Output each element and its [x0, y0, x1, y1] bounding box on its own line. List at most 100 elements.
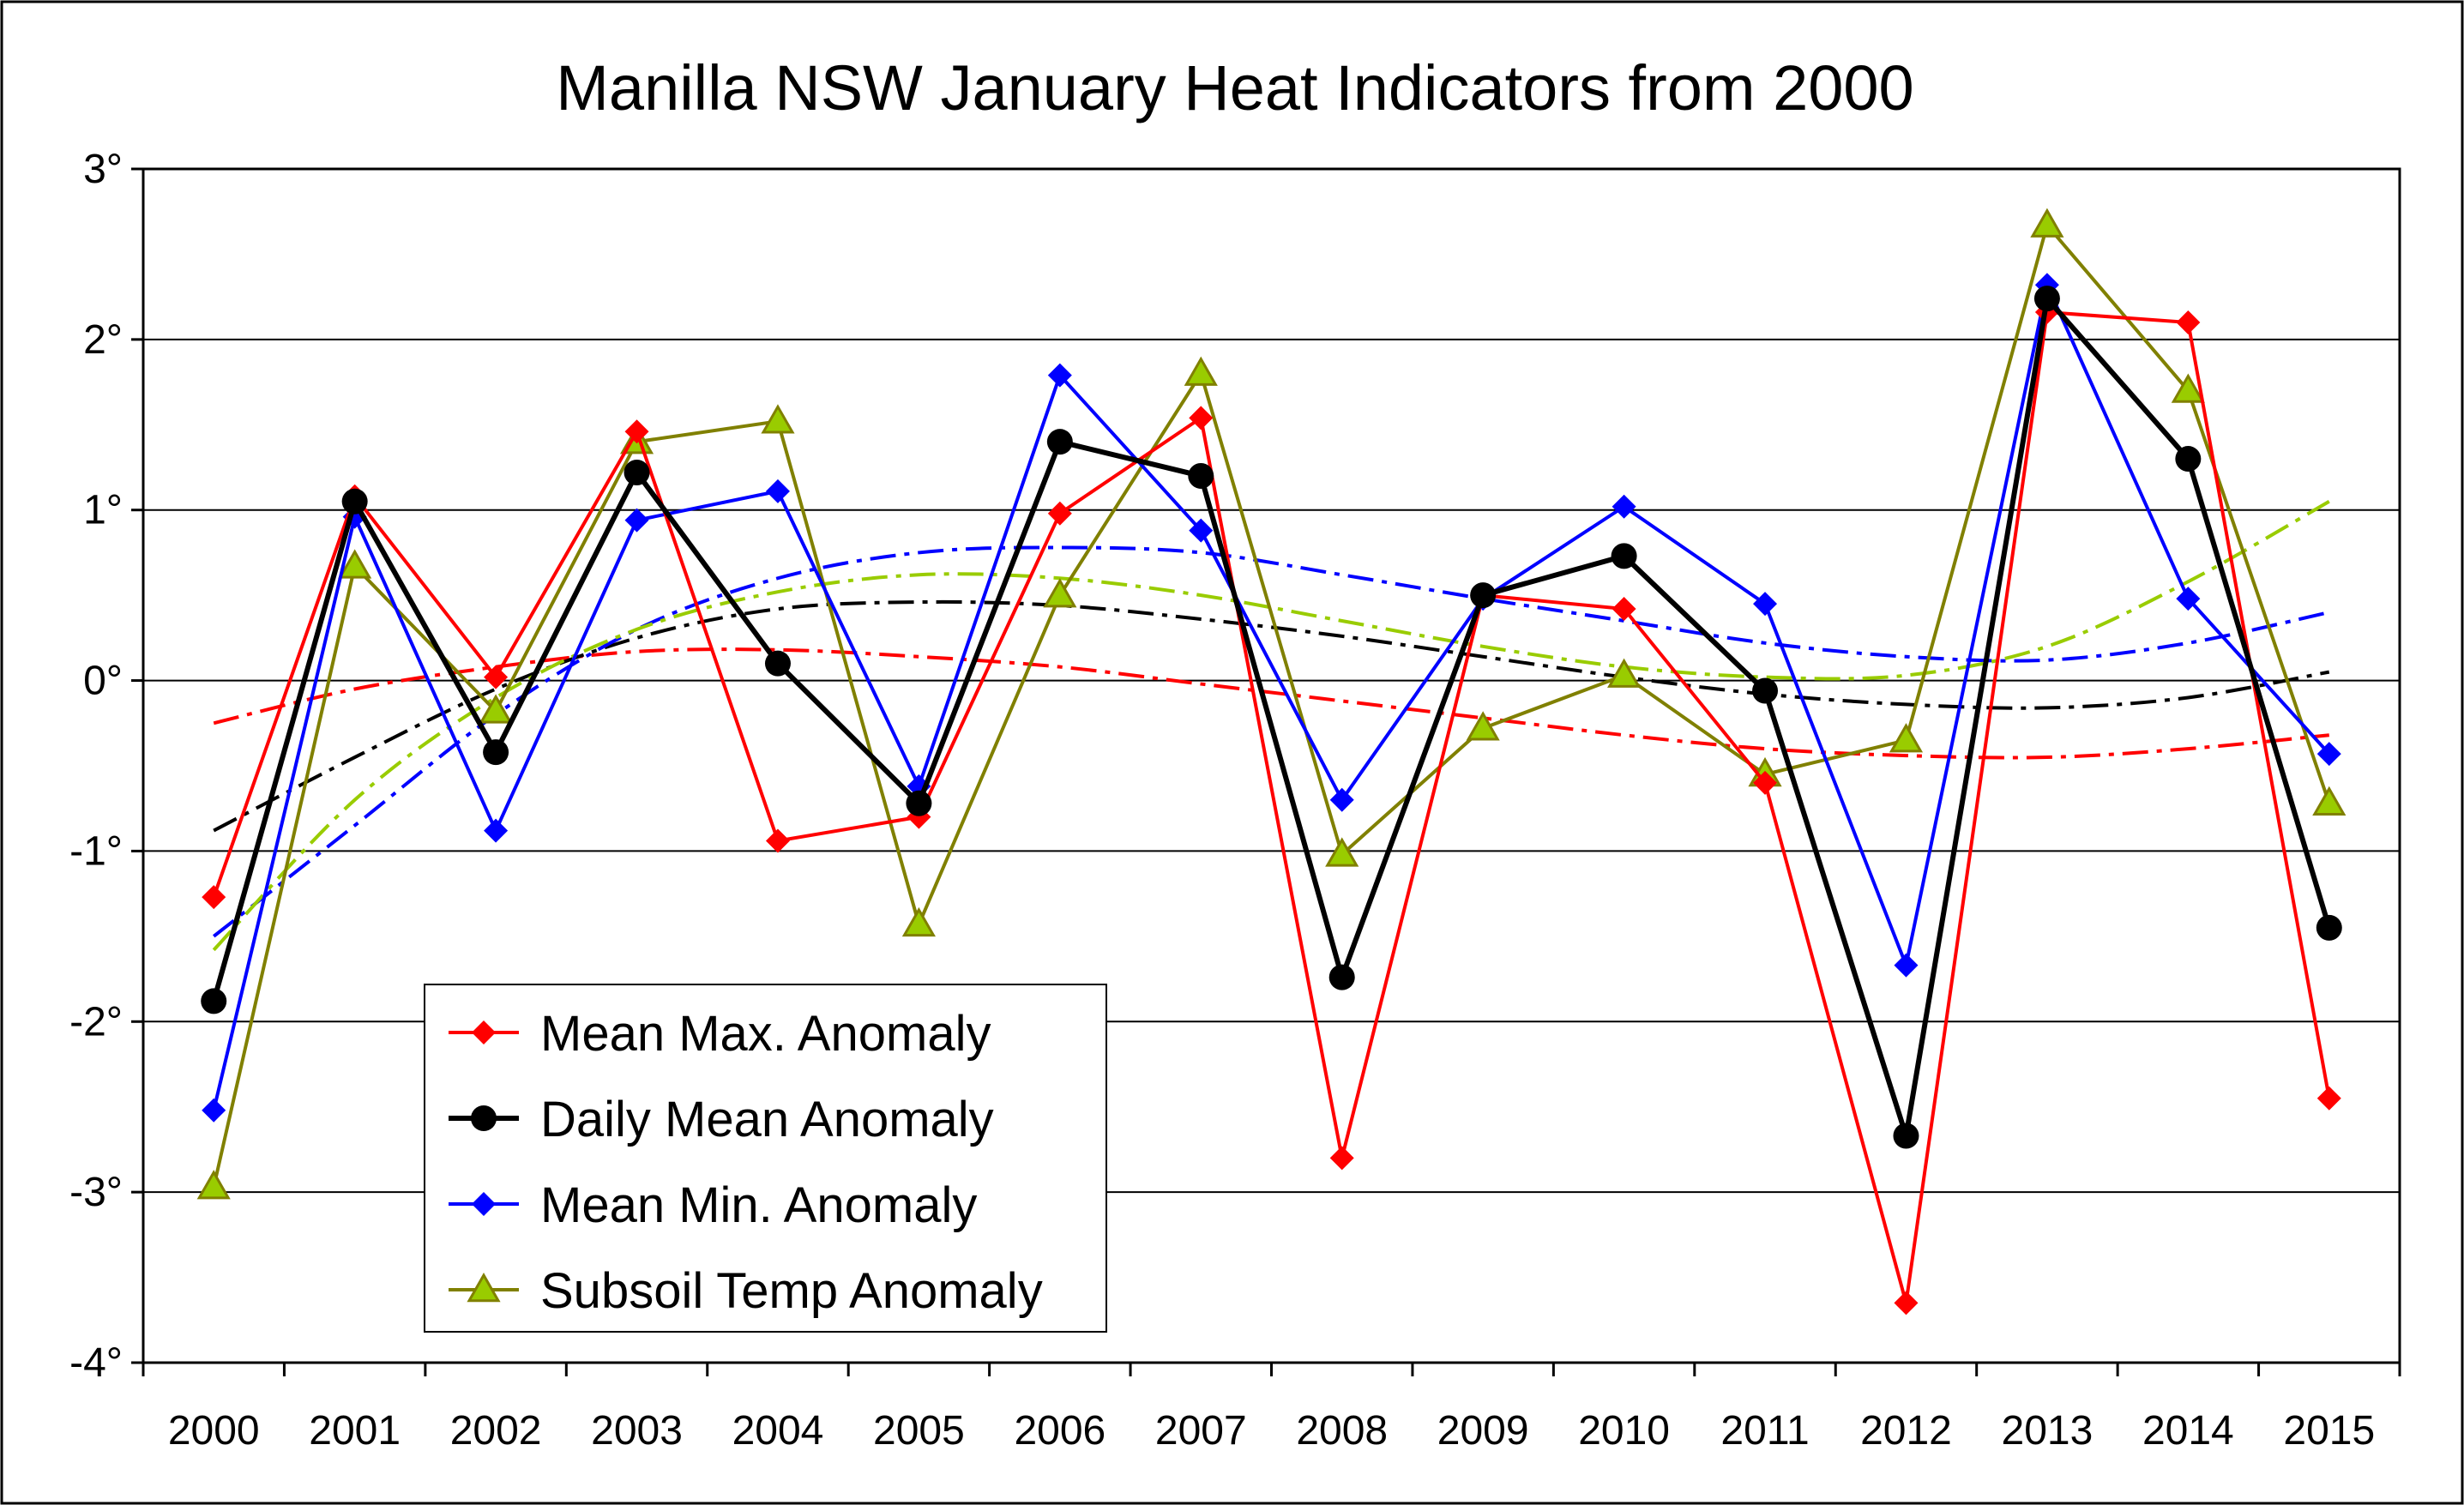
legend-entry-label: Mean Max. Anomaly: [540, 1006, 991, 1062]
data-point: [765, 828, 790, 853]
y-tick-label: -1°: [69, 828, 123, 874]
data-point: [2316, 742, 2341, 767]
legend-swatch-marker: [472, 1192, 496, 1216]
data-point: [1047, 363, 1072, 388]
data-point: [2316, 914, 2342, 941]
legend-entry-label: Subsoil Temp Anomaly: [540, 1263, 1043, 1319]
legend-box: [424, 984, 1107, 1333]
legend-swatch-marker: [467, 1272, 501, 1303]
data-point: [765, 479, 790, 503]
y-tick-label: 2°: [83, 317, 123, 363]
data-point: [1184, 356, 1218, 386]
data-point: [1189, 518, 1214, 543]
series-line: [212, 310, 2331, 1303]
x-tick-label: 2012: [1860, 1408, 1952, 1454]
x-tick-label: 2001: [309, 1408, 401, 1454]
data-point: [1188, 462, 1214, 489]
data-point: [1329, 1146, 1354, 1171]
y-tick-label: 0°: [83, 659, 123, 704]
data-point: [1894, 953, 1919, 978]
data-point: [1607, 658, 1642, 688]
data-point: [2175, 446, 2202, 473]
data-point: [1889, 723, 1924, 753]
y-tick-label: -4°: [69, 1340, 123, 1386]
data-point: [1466, 711, 1500, 741]
trend-line: [212, 500, 2330, 952]
data-point: [1046, 429, 1073, 455]
series-line: [212, 279, 2331, 1111]
data-point: [201, 988, 227, 1014]
data-point: [484, 665, 509, 689]
legend-entry-label: Mean Min. Anomaly: [540, 1177, 977, 1233]
x-tick-label: 2004: [732, 1408, 824, 1454]
data-point: [1893, 1123, 1919, 1149]
y-tick-label: -2°: [69, 999, 123, 1044]
data-point: [1328, 964, 1355, 990]
data-point: [1325, 837, 1359, 867]
data-point: [624, 459, 650, 485]
data-point: [338, 549, 372, 579]
x-tick-label: 2002: [450, 1408, 542, 1454]
data-point: [1047, 501, 1072, 526]
data-point: [1329, 787, 1354, 812]
trend-line: [212, 545, 2330, 938]
data-point: [1043, 578, 1077, 608]
data-point: [202, 1098, 226, 1123]
data-point: [761, 404, 795, 434]
y-tick-label: 3°: [83, 147, 123, 192]
x-tick-label: 2008: [1296, 1408, 1388, 1454]
data-point: [1470, 582, 1497, 609]
data-point: [1752, 677, 1779, 704]
data-point: [1753, 770, 1778, 795]
data-point: [202, 885, 226, 910]
data-point: [2176, 587, 2201, 611]
data-point: [483, 739, 509, 766]
data-point: [624, 508, 649, 533]
data-point: [2316, 1086, 2341, 1111]
series-layer: [196, 208, 2347, 1315]
data-point: [901, 906, 936, 937]
data-point: [196, 1170, 231, 1200]
x-tick-label: 2006: [1014, 1408, 1105, 1454]
data-point: [1611, 543, 1637, 569]
data-point: [764, 650, 791, 677]
data-point: [1894, 1291, 1919, 1315]
chart-title: Manilla NSW January Heat Indicators from…: [556, 52, 1913, 123]
series-line: [211, 292, 2332, 1137]
data-point: [1612, 597, 1636, 622]
legend-entry-label: Daily Mean Anomaly: [540, 1092, 994, 1147]
data-point: [906, 790, 932, 816]
legend-swatch-marker: [471, 1105, 497, 1131]
x-tick-label: 2010: [1578, 1408, 1670, 1454]
data-point: [341, 488, 368, 515]
x-tick-label: 2011: [1720, 1408, 1809, 1454]
data-point: [2030, 208, 2064, 238]
data-point: [479, 694, 513, 724]
x-tick-label: 2005: [873, 1408, 965, 1454]
data-point: [1753, 592, 1778, 617]
data-point: [2312, 786, 2347, 816]
y-tick-label: 1°: [83, 488, 123, 533]
trend-line: [213, 647, 2329, 760]
x-tick-label: 2007: [1155, 1408, 1247, 1454]
axis-layer: 3° 2° 1° 0° -1° -2° -3° -4° 2000 2001 2002 2003 2004…: [69, 147, 2401, 1454]
data-point: [2176, 310, 2201, 334]
x-tick-label: 2003: [591, 1408, 683, 1454]
data-point: [2171, 373, 2205, 403]
data-point: [624, 419, 649, 444]
x-tick-label: 2009: [1437, 1408, 1529, 1454]
data-point: [484, 818, 509, 843]
x-tick-label: 2013: [2002, 1408, 2093, 1454]
legend: Mean Max. Anomaly Daily Mean Anomaly Mean …: [424, 984, 1107, 1333]
trend-layer: [212, 500, 2330, 952]
data-point: [1189, 406, 1214, 430]
x-tick-label: 2000: [168, 1408, 260, 1454]
legend-swatch-marker: [472, 1020, 496, 1044]
data-point: [2033, 286, 2060, 312]
data-point: [1612, 494, 1636, 519]
x-tick-label: 2014: [2142, 1408, 2234, 1454]
x-tick-label: 2015: [2283, 1408, 2375, 1454]
series-line: [212, 221, 2331, 1188]
